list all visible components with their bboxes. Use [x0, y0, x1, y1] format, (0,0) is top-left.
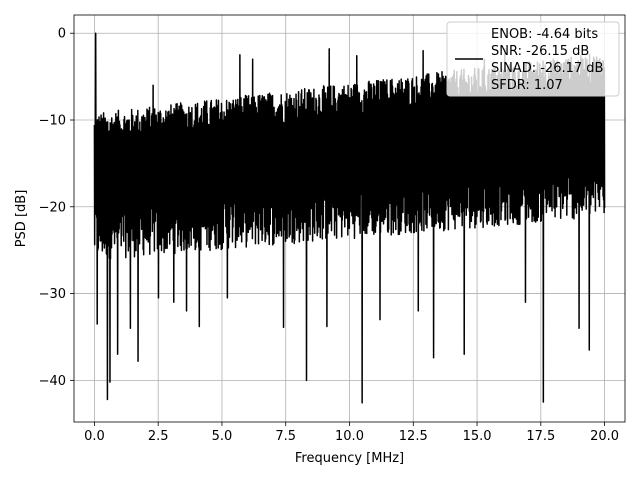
y-axis-label: PSD [dB]	[14, 190, 29, 248]
x-axis-label: Frequency [MHz]	[295, 451, 404, 466]
y-tick-label: −30	[39, 287, 66, 302]
y-tick-label: −40	[39, 374, 66, 389]
legend-box	[446, 21, 620, 97]
legend-entry-sinad: SINAD: -26.17 dB	[491, 61, 603, 76]
legend-entry-sfdr: SFDR: 1.07	[491, 78, 563, 93]
y-tick-label: 0	[58, 27, 66, 42]
x-tick-label: 20.0	[590, 429, 619, 444]
x-axis: 0.0 2.5 5.0 7.5 10.0 12.5 15.0 17.5 20.0	[84, 422, 619, 444]
x-tick-label: 5.0	[212, 429, 233, 444]
x-tick-label: 0.0	[84, 429, 105, 444]
y-tick-label: −10	[39, 114, 66, 129]
x-tick-label: 10.0	[335, 429, 364, 444]
x-tick-label: 12.5	[399, 429, 428, 444]
y-axis: 0 −10 −20 −30 −40	[39, 27, 74, 389]
x-tick-label: 2.5	[148, 429, 169, 444]
y-tick-label: −20	[39, 200, 66, 215]
x-tick-label: 17.5	[526, 429, 555, 444]
legend-entry-enob: ENOB: -4.64 bits	[491, 27, 598, 42]
x-tick-label: 7.5	[275, 429, 296, 444]
x-tick-label: 15.0	[463, 429, 492, 444]
legend: ENOB: -4.64 bits SNR: -26.15 dB SINAD: -…	[446, 21, 620, 97]
legend-entry-snr: SNR: -26.15 dB	[491, 44, 589, 59]
